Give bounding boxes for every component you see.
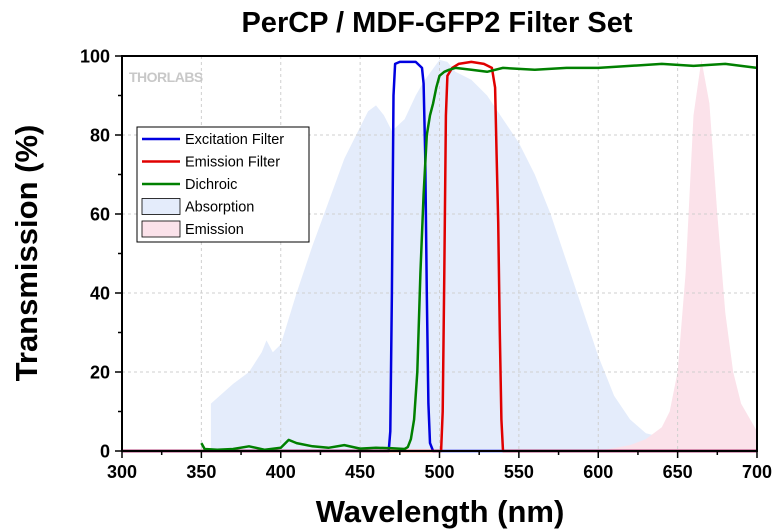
x-tick-label: 350 <box>186 462 216 482</box>
x-tick-label: 550 <box>504 462 534 482</box>
series-area-emission <box>598 59 757 452</box>
x-tick-labels: 300 350 400 450 500 550 600 650 700 <box>107 462 772 482</box>
grid <box>122 56 757 451</box>
series-line-excitation-filter <box>122 60 757 453</box>
area-layer <box>210 59 757 452</box>
y-tick-label: 100 <box>80 47 110 67</box>
y-tick-labels: 0 20 40 60 80 100 <box>80 47 110 462</box>
legend-label-emission: Emission <box>185 222 244 238</box>
line-layer <box>122 60 758 453</box>
legend-label-excitation-filter: Excitation Filter <box>185 132 284 148</box>
x-tick-label: 650 <box>663 462 693 482</box>
legend-label-absorption: Absorption <box>185 200 254 216</box>
y-tick-label: 40 <box>90 284 110 304</box>
x-tick-label: 450 <box>345 462 375 482</box>
legend-swatch-emission <box>141 220 181 238</box>
series-area-absorption <box>210 59 757 452</box>
series-line-dichroic <box>200 62 758 452</box>
legend: Excitation Filter Emission Filter Dichroic… <box>136 126 310 243</box>
legend-label-emission-filter: Emission Filter <box>185 155 280 171</box>
chart-title: PerCP / MDF-GFP2 Filter Set <box>241 7 632 39</box>
x-tick-label: 300 <box>107 462 137 482</box>
x-tick-label: 400 <box>266 462 296 482</box>
y-axis-label: Transmission (%) <box>9 125 44 382</box>
x-axis-label: Wavelength (nm) <box>316 494 565 529</box>
logo: THORLABS <box>129 69 203 85</box>
legend-label-dichroic: Dichroic <box>185 177 237 193</box>
y-tick-label: 80 <box>90 126 110 146</box>
series-line-emission-filter <box>122 60 757 453</box>
y-tick-label: 60 <box>90 205 110 225</box>
x-tick-label: 600 <box>583 462 613 482</box>
legend-swatch-absorption <box>141 198 181 215</box>
y-tick-label: 20 <box>90 363 110 383</box>
x-tick-label: 700 <box>742 462 772 482</box>
axis-ticks <box>115 55 758 458</box>
x-tick-label: 500 <box>424 462 454 482</box>
y-tick-label: 0 <box>100 442 110 462</box>
